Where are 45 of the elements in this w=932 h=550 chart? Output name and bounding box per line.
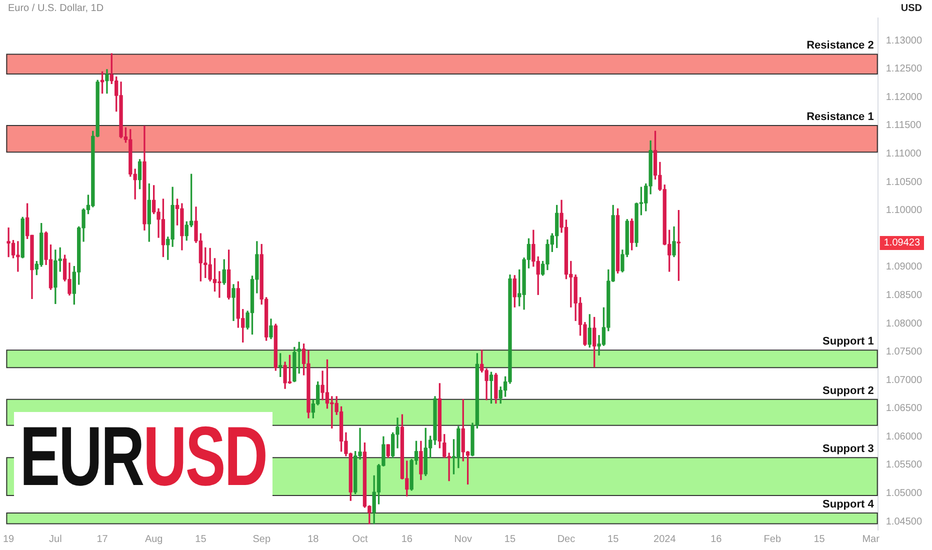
band-label: Support 3 [822,443,874,456]
y-tick-label: 1.06500 [886,403,922,414]
y-tick-label: 1.10500 [886,176,922,188]
y-tick-label: 1.06000 [886,431,922,442]
band-label: Resistance 2 [806,40,874,52]
y-tick-label: 1.07000 [886,374,922,386]
x-tick-label: 16 [401,534,413,545]
x-tick-label: Feb [764,534,782,545]
y-axis-title: USD [900,3,922,14]
band-label: Support 2 [822,384,874,397]
x-tick-label: Nov [454,534,472,545]
x-tick-label: Oct [352,534,368,545]
y-tick-label: 1.05000 [886,488,922,499]
y-tick-label: 1.12500 [886,64,922,75]
y-tick-label: 1.08000 [886,318,922,330]
x-tick-label: 15 [504,534,516,545]
x-tick-label: Dec [557,534,576,545]
x-tick-label: 15 [814,534,826,545]
x-tick-label: Mar [862,534,880,545]
x-tick-label: 19 [3,534,15,545]
x-tick-label: 17 [96,534,108,545]
text: 1.09423 [884,238,920,249]
y-tick-label: 1.05500 [886,460,922,471]
x-tick-label: Aug [144,534,163,545]
y-tick-label: 1.09000 [886,262,922,273]
y-tick-label: 1.11500 [886,120,922,132]
x-tick-label: 18 [308,534,320,545]
x-tick-label: 15 [195,534,207,545]
y-tick-label: 1.13000 [886,35,922,46]
x-tick-label: 2024 [654,534,676,545]
band-label: Support 4 [822,498,875,511]
band-label: Support 1 [822,336,874,348]
y-tick-label: 1.12000 [886,92,922,103]
y-tick-label: 1.08500 [886,290,922,301]
band-label: Resistance 1 [806,111,874,124]
x-tick-label: Jul [49,534,62,545]
x-tick-label: 16 [710,534,722,545]
y-tick-label: 1.04500 [886,516,922,528]
y-tick-label: 1.11000 [886,148,922,160]
text: EURUSD [20,409,267,503]
x-tick-label: Sep [252,534,271,545]
y-tick-label: 1.07500 [886,346,922,358]
chart-title: Euro / U.S. Dollar, 1D [8,3,104,14]
x-tick-label: 15 [608,534,620,545]
y-tick-label: 1.10000 [886,205,922,216]
